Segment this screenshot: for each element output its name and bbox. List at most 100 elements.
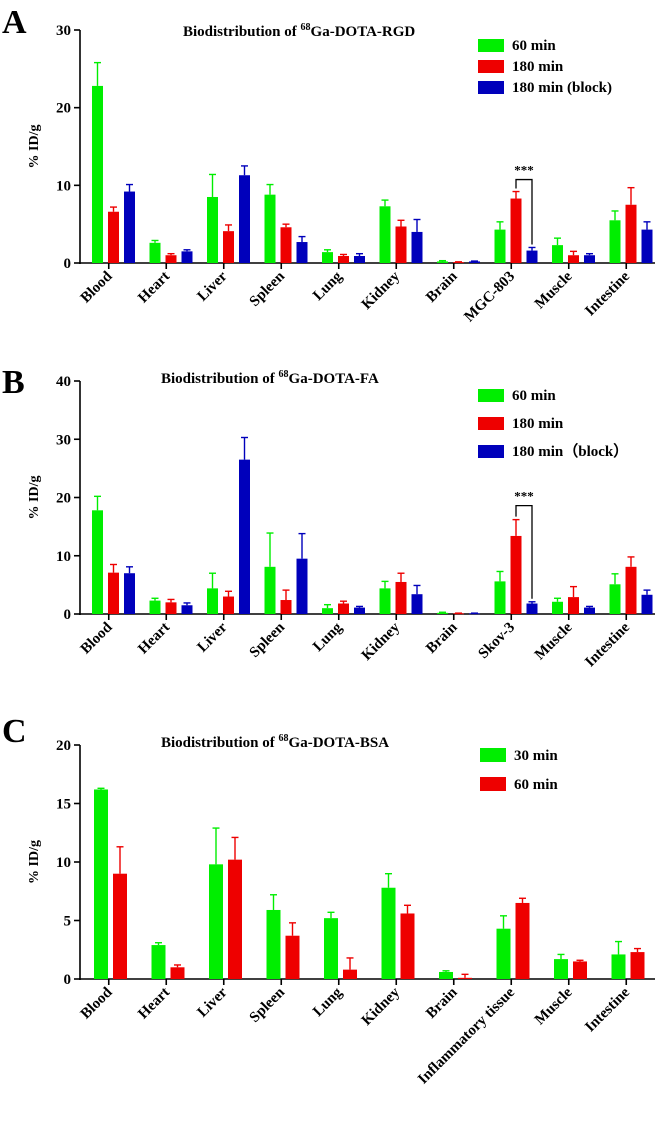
x-tick-label: Muscle xyxy=(532,268,576,312)
bar xyxy=(630,952,645,979)
bar xyxy=(239,459,250,614)
legend-swatch xyxy=(480,748,506,762)
bar xyxy=(181,605,193,614)
chart-title-sup: 68 xyxy=(279,369,289,380)
bar xyxy=(181,251,193,263)
legend-swatch xyxy=(478,389,504,402)
bar xyxy=(151,945,166,979)
bar xyxy=(494,581,506,614)
bar xyxy=(108,572,119,614)
legend-swatch xyxy=(478,39,504,52)
x-tick-label: Inflammatory tissue xyxy=(415,984,518,1087)
bar xyxy=(338,256,349,263)
chart-panel-b: B Biodistribution of 68Ga-DOTA-FA % ID/g 0 1… xyxy=(2,364,655,670)
y-tick-label: 0 xyxy=(64,607,72,623)
legend-swatch xyxy=(478,60,504,73)
bar xyxy=(526,250,538,263)
bar xyxy=(510,535,522,614)
legend-label: 60 min xyxy=(512,388,556,404)
y-tick-label: 30 xyxy=(56,23,71,39)
bar xyxy=(552,245,563,263)
chart-panel-c: C Biodistribution of 68Ga-DOTA-BSA % ID/g 0… xyxy=(2,713,655,1087)
y-tick-label: 10 xyxy=(56,549,71,565)
y-tick-label: 40 xyxy=(56,374,71,390)
bar xyxy=(322,252,333,263)
bar xyxy=(165,255,177,263)
bar xyxy=(458,977,472,979)
bar xyxy=(437,612,448,614)
chart-title-sup: 68 xyxy=(301,22,311,33)
chart-title-suffix: Ga-DOTA-BSA xyxy=(289,735,390,751)
bar xyxy=(494,229,506,263)
y-tick-label: 0 xyxy=(64,256,72,272)
bar xyxy=(400,913,415,979)
bar xyxy=(165,602,177,614)
legend-label: 180 min (block) xyxy=(512,80,612,96)
chart-panel-a: A Biodistribution of 68Ga-DOTA-RGD % ID/g 0… xyxy=(2,4,655,325)
x-tick-label: Liver xyxy=(195,984,231,1020)
x-tick-label: Lung xyxy=(310,984,346,1020)
x-tick-label: Liver xyxy=(195,268,231,304)
bar xyxy=(338,603,349,614)
x-tick-label: Intestine xyxy=(582,268,633,319)
bar xyxy=(395,226,407,263)
bar xyxy=(641,594,653,614)
legend-label: 180 min xyxy=(512,59,564,75)
bar xyxy=(207,588,218,614)
x-tick-label: Spleen xyxy=(247,619,289,661)
bar xyxy=(411,594,423,614)
x-tick-label: Brain xyxy=(423,268,461,306)
bar xyxy=(92,85,103,263)
bar xyxy=(641,229,653,263)
chart-title-suffix: Ga-DOTA-FA xyxy=(289,371,379,387)
bar xyxy=(411,231,423,263)
chart-title-prefix: Biodistribution of xyxy=(183,24,301,40)
bar xyxy=(322,608,333,614)
bar xyxy=(554,959,568,979)
bar xyxy=(280,600,292,614)
bar xyxy=(568,255,579,263)
x-tick-label: Brain xyxy=(423,984,461,1022)
x-tick-label: Blood xyxy=(78,984,116,1022)
legend-swatch xyxy=(478,81,504,94)
bar xyxy=(469,261,480,263)
bar xyxy=(568,597,579,614)
chart-title-prefix: Biodistribution of xyxy=(161,371,279,387)
bar xyxy=(552,601,563,614)
x-tick-label: Skov-3 xyxy=(476,620,519,663)
bar xyxy=(149,242,161,263)
y-axis-label: % ID/g xyxy=(27,125,42,169)
chart-title: Biodistribution of 68Ga-DOTA-RGD xyxy=(183,22,415,40)
legend-swatch xyxy=(478,445,504,458)
x-tick-label: Spleen xyxy=(247,984,289,1026)
bar xyxy=(170,967,185,979)
bar xyxy=(573,961,587,979)
x-tick-label: MGC-803 xyxy=(461,269,518,326)
y-tick-label: 30 xyxy=(56,432,71,448)
bar xyxy=(496,928,511,979)
bar xyxy=(609,220,621,263)
bar xyxy=(584,607,595,614)
bar xyxy=(395,581,407,614)
bar xyxy=(609,584,621,614)
y-tick-label: 0 xyxy=(64,972,72,988)
legend-label: 60 min xyxy=(514,777,558,793)
bar xyxy=(584,255,595,263)
bar xyxy=(510,198,522,263)
y-axis-label: % ID/g xyxy=(27,476,42,520)
bar xyxy=(266,909,281,979)
bar xyxy=(108,211,119,263)
bar xyxy=(207,196,218,263)
chart-title: Biodistribution of 68Ga-DOTA-FA xyxy=(161,369,379,387)
x-tick-label: Intestine xyxy=(582,619,633,670)
bar xyxy=(381,887,396,979)
y-axis-label: % ID/g xyxy=(27,840,42,884)
x-tick-label: Liver xyxy=(195,619,231,655)
bar xyxy=(354,607,365,614)
legend-swatch xyxy=(480,777,506,791)
bar xyxy=(343,969,357,979)
bar xyxy=(124,573,135,614)
x-tick-label: Lung xyxy=(310,268,346,304)
legend-label: 30 min xyxy=(514,748,558,764)
x-tick-label: Brain xyxy=(423,619,461,657)
